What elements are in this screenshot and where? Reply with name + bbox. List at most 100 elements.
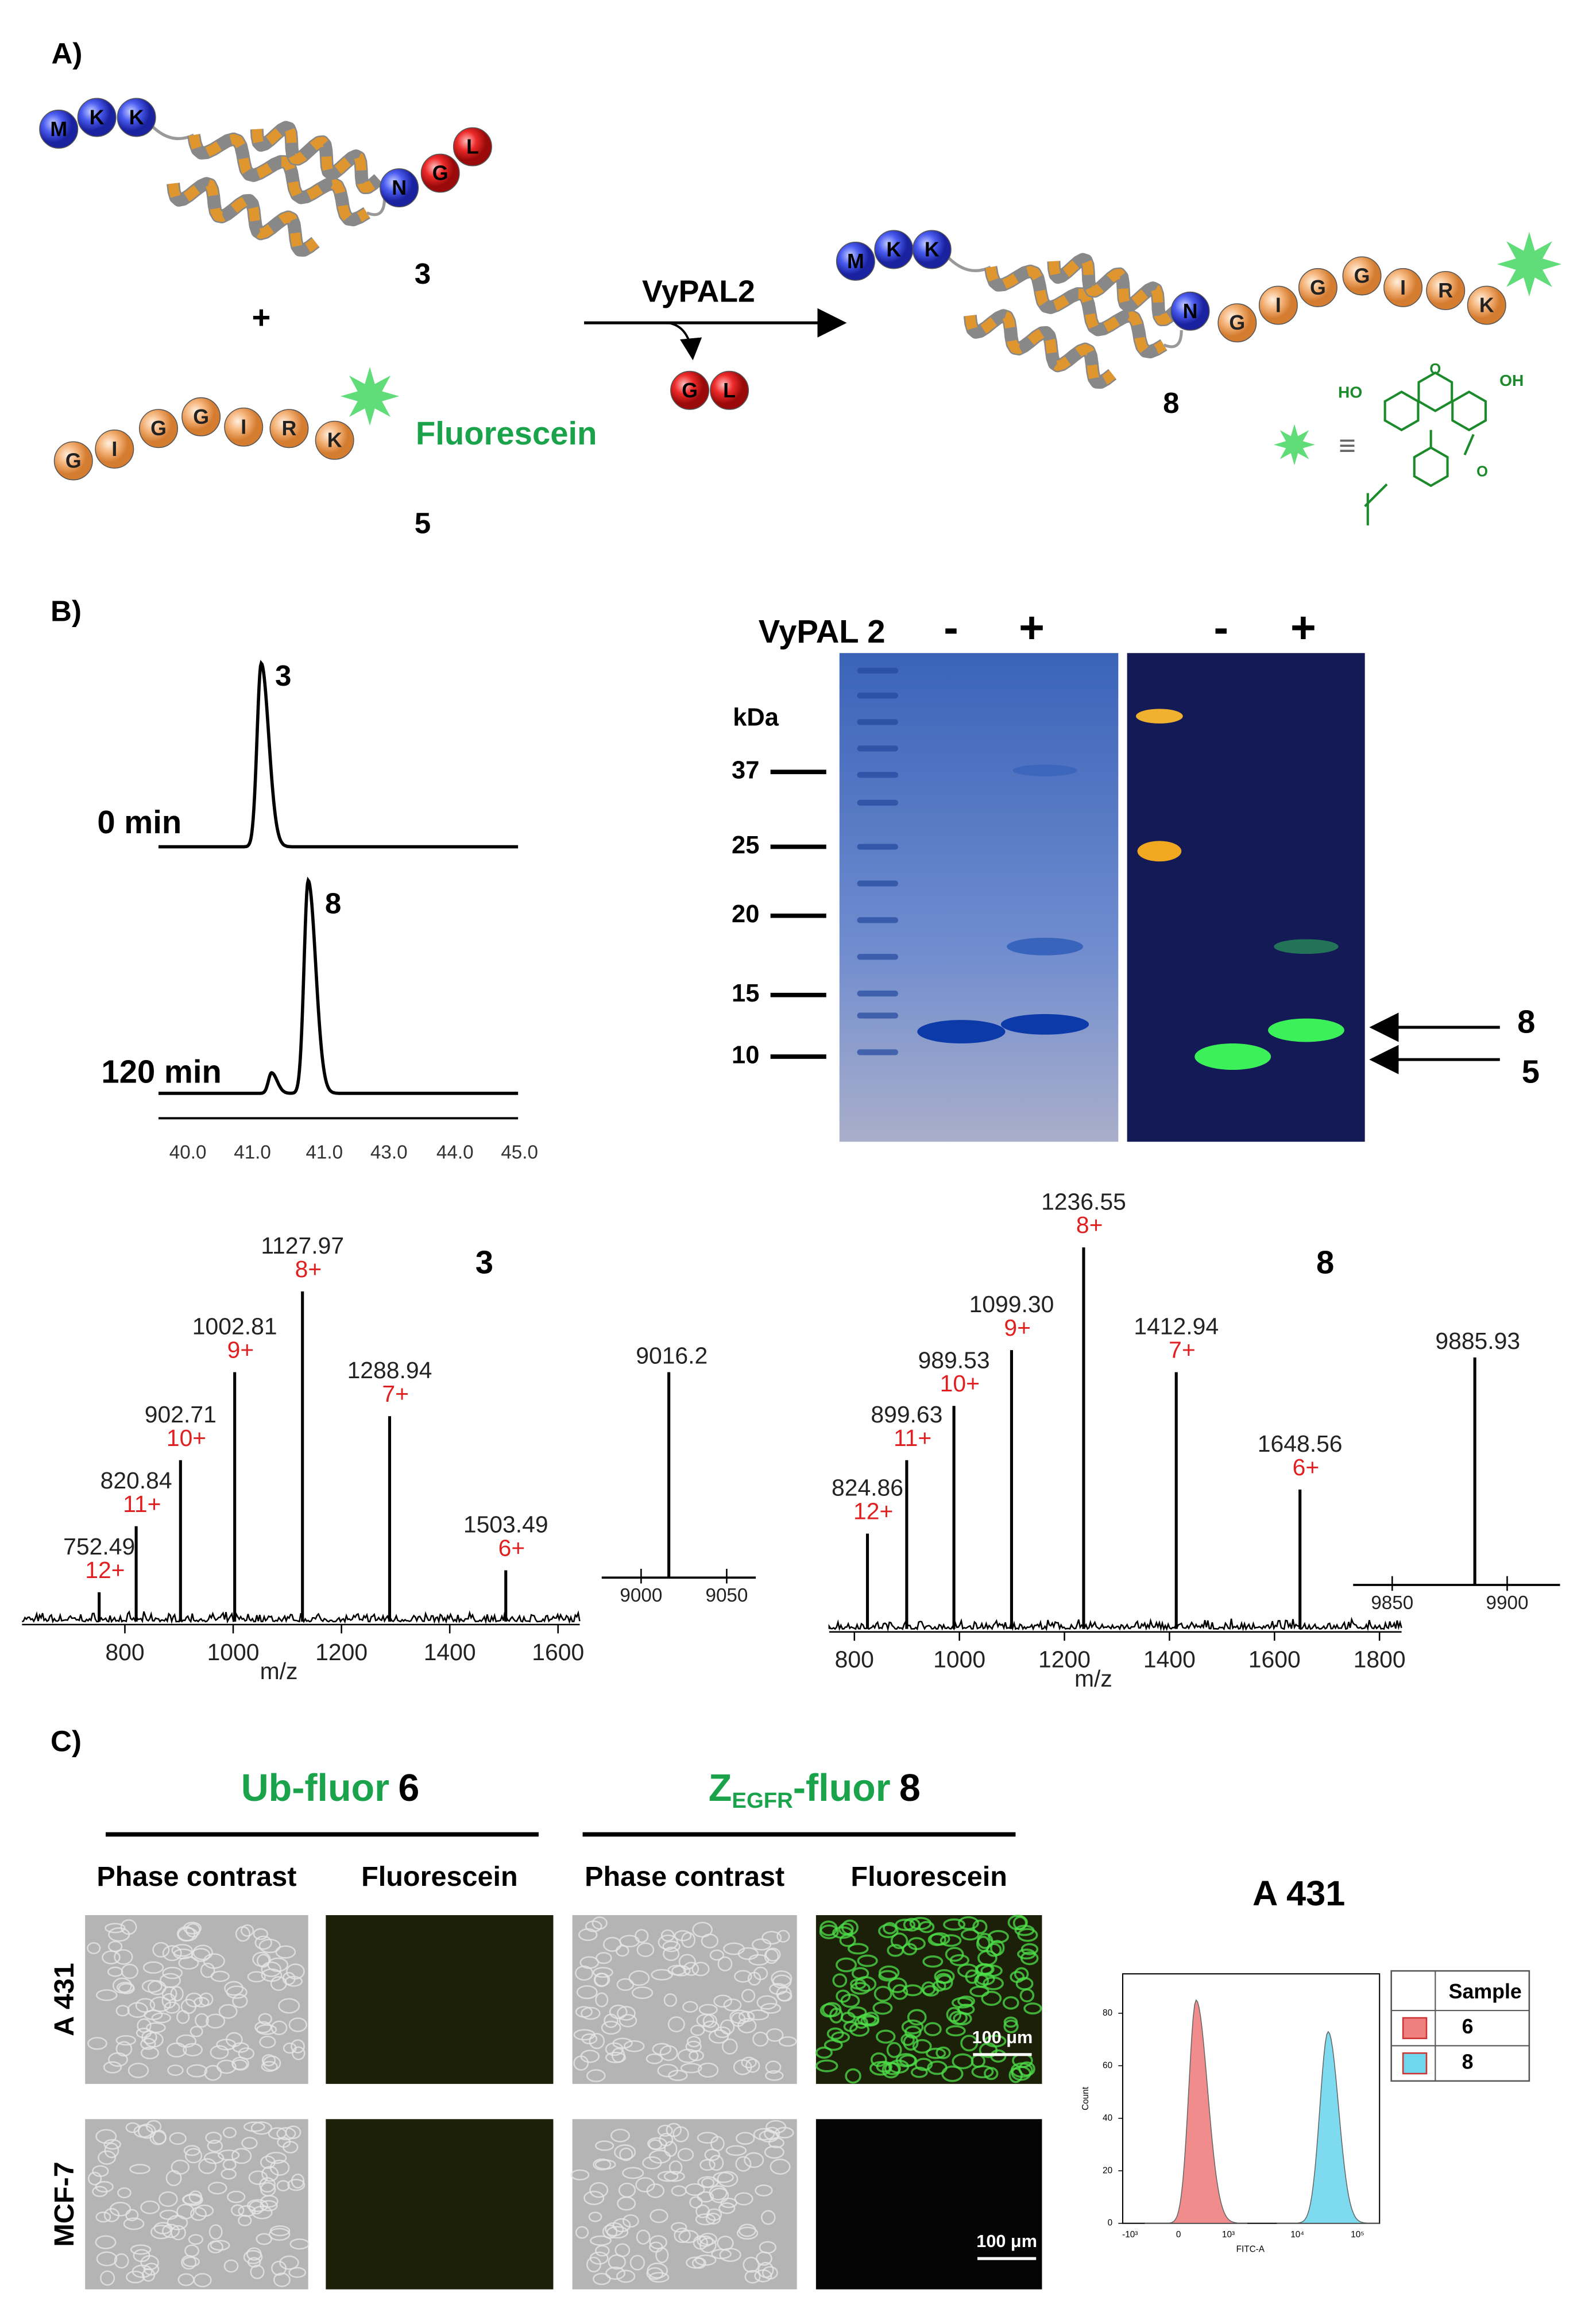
linker xyxy=(366,198,386,216)
cell xyxy=(283,2141,299,2153)
residue-bead xyxy=(224,407,264,447)
cell xyxy=(699,2233,717,2245)
residue-bead xyxy=(139,409,178,448)
histogram xyxy=(1145,1999,1248,2224)
cell xyxy=(969,1985,989,1997)
cell xyxy=(207,2182,227,2195)
residue-letter: K xyxy=(1479,294,1494,317)
cell xyxy=(241,2137,258,2149)
micrograph xyxy=(815,2119,1042,2290)
cell xyxy=(585,1920,602,1932)
cell xyxy=(594,2159,616,2170)
cell xyxy=(680,2063,702,2074)
label: 37 xyxy=(732,757,759,784)
cell xyxy=(114,1949,133,1965)
charge-label: 6+ xyxy=(498,1534,525,1561)
cell xyxy=(87,2037,107,2050)
cell xyxy=(743,2256,760,2273)
spectrum-noise xyxy=(828,1617,1402,1632)
x-tick-label: 1600 xyxy=(1248,1646,1301,1673)
cell xyxy=(595,1992,609,2008)
cell xyxy=(618,2014,637,2028)
residue-letter: K xyxy=(925,238,940,261)
cell xyxy=(907,2009,927,2026)
cell xyxy=(619,1935,640,1948)
cell xyxy=(225,2032,243,2047)
cell xyxy=(287,2179,306,2191)
cell xyxy=(941,2065,964,2082)
cell xyxy=(686,2256,705,2269)
cell xyxy=(650,2209,668,2224)
cell xyxy=(695,2204,710,2218)
cell xyxy=(714,2026,731,2039)
charge-label: 8+ xyxy=(295,1256,322,1282)
cell xyxy=(143,2263,160,2276)
cell xyxy=(771,1970,792,1987)
cell xyxy=(708,2029,729,2044)
cell xyxy=(289,2238,310,2250)
cell xyxy=(945,1947,964,1962)
gel-band xyxy=(1137,841,1182,862)
cell xyxy=(273,2272,291,2287)
cell xyxy=(108,2052,128,2067)
label: + xyxy=(1019,604,1045,652)
cell xyxy=(243,2250,263,2264)
label: + xyxy=(1290,604,1316,652)
label: 3 xyxy=(275,659,291,692)
cell xyxy=(95,2129,117,2144)
cell xyxy=(975,1963,995,1975)
cell xyxy=(173,1948,194,1959)
cell xyxy=(705,2213,721,2225)
cell xyxy=(713,2171,734,2183)
cell xyxy=(935,1974,953,1990)
peak-label: 899.63 xyxy=(871,1401,942,1428)
x-tick-label: 9000 xyxy=(620,1585,662,1606)
micrograph xyxy=(326,2119,554,2290)
x-tick-label: 1600 xyxy=(532,1639,584,1665)
cell xyxy=(745,2058,760,2073)
cell xyxy=(666,2122,682,2137)
cell xyxy=(921,1981,936,1996)
cell xyxy=(850,1982,871,1995)
cell xyxy=(718,2202,736,2214)
ladder-band xyxy=(857,693,898,699)
cell xyxy=(778,2036,797,2047)
cell xyxy=(690,2024,705,2036)
charge-label: 6+ xyxy=(1293,1454,1320,1480)
cell xyxy=(103,2061,122,2074)
cell xyxy=(695,2213,716,2226)
cell xyxy=(194,2013,209,2028)
cell xyxy=(258,1939,281,1954)
group-number: 6 xyxy=(398,1766,419,1809)
chromatogram xyxy=(158,660,519,849)
ladder-band xyxy=(857,799,898,806)
cell xyxy=(876,2029,896,2044)
cell xyxy=(910,2066,928,2078)
cell xyxy=(169,2132,187,2145)
cell xyxy=(912,2039,932,2054)
cell xyxy=(103,2208,120,2222)
cell xyxy=(231,2148,252,2164)
cell xyxy=(183,2043,203,2057)
cell xyxy=(935,1973,952,1984)
cell xyxy=(890,1932,909,1950)
cell xyxy=(678,1954,696,1970)
x-tick-label: 0 xyxy=(1176,2230,1181,2240)
cell xyxy=(270,1976,287,1992)
cell xyxy=(759,2241,776,2254)
cell xyxy=(176,2034,197,2048)
cell xyxy=(636,2229,651,2245)
cell xyxy=(200,1962,215,1978)
peak-label: 1412.94 xyxy=(1134,1313,1219,1340)
cell xyxy=(617,2006,636,2021)
label: Fluorescein xyxy=(361,1861,517,1892)
x-tick-label: 10⁴ xyxy=(1290,2230,1304,2240)
cell xyxy=(581,2006,601,2020)
label: 3 xyxy=(415,257,431,290)
legend-swatch xyxy=(1402,2017,1428,2039)
cell xyxy=(667,1965,686,1976)
peak-label: 1099.30 xyxy=(969,1291,1054,1317)
cell xyxy=(105,1923,126,1934)
ladder-band xyxy=(857,917,898,923)
cell xyxy=(709,1949,725,1961)
